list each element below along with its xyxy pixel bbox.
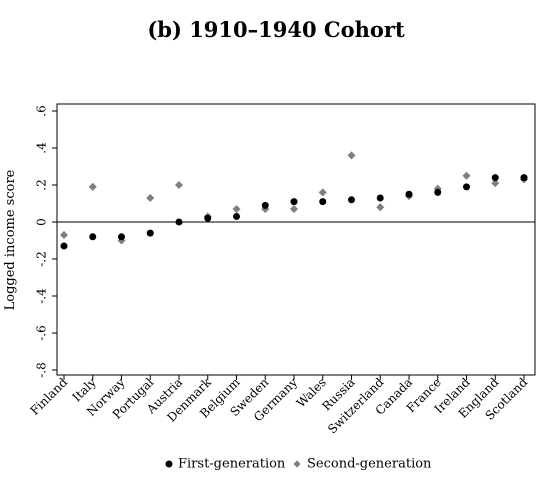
legend-label: Second-generation [307, 457, 432, 472]
first-generation-point [520, 174, 528, 182]
y-tick-label: .6 [35, 105, 49, 116]
first-generation-point [146, 229, 154, 237]
y-tick-label: .2 [35, 179, 49, 190]
first-generation-point [348, 196, 355, 204]
first-generation-point [434, 188, 442, 196]
legend-item: First-generation [165, 457, 286, 472]
second-generation-point [146, 193, 155, 202]
second-generation-point [347, 151, 356, 160]
second-generation-point [491, 179, 500, 188]
y-tick-label: .4 [35, 142, 49, 154]
plot-area-frame [56, 103, 536, 376]
second-generation-point [462, 171, 471, 180]
first-generation-point [175, 218, 183, 226]
series-first-generation [60, 174, 528, 250]
legend-marker-diamond [293, 460, 301, 468]
first-generation-point [290, 198, 298, 206]
first-generation-point [233, 212, 240, 220]
legend-marker-circle [165, 460, 173, 468]
first-generation-point [118, 233, 125, 241]
first-generation-point [261, 201, 269, 209]
chart-title: (b) 1910–1940 Cohort [147, 17, 405, 42]
y-tick-label: 0 [35, 218, 49, 226]
first-generation-point [405, 190, 413, 198]
y-tick-label: -.2 [35, 251, 49, 267]
second-generation-point [88, 182, 97, 191]
legend: First-generation Second-generation [165, 457, 432, 472]
x-axis: Finland ItalyNorwayPortugalAustriaDenmark… [27, 375, 530, 437]
second-generation-point [289, 205, 299, 214]
first-generation-point [319, 198, 327, 206]
y-tick-label: -.6 [35, 325, 49, 341]
second-generation-point [376, 203, 385, 212]
first-generation-point [463, 183, 470, 191]
y-axis-label: Logged income score [3, 169, 18, 310]
y-axis: .6 .4 .2 0 -.2 -.4 -.6 -.8 [35, 105, 57, 378]
y-tick-label: -.4 [35, 288, 49, 304]
second-generation-point [232, 205, 241, 214]
legend-item: Second-generation [293, 457, 432, 472]
second-generation-point [174, 180, 184, 190]
series-second-generation [59, 151, 529, 245]
legend-label: First-generation [178, 457, 286, 472]
second-generation-point [318, 188, 327, 197]
y-tick-label: -.8 [35, 362, 49, 378]
first-generation-point [60, 242, 68, 250]
first-generation-point [491, 174, 499, 182]
first-generation-point [204, 214, 212, 222]
x-tick-label: Finland [27, 375, 70, 418]
second-generation-point [59, 230, 69, 239]
data-series-group [59, 151, 529, 250]
first-generation-point [89, 233, 97, 241]
first-generation-point [376, 194, 384, 202]
